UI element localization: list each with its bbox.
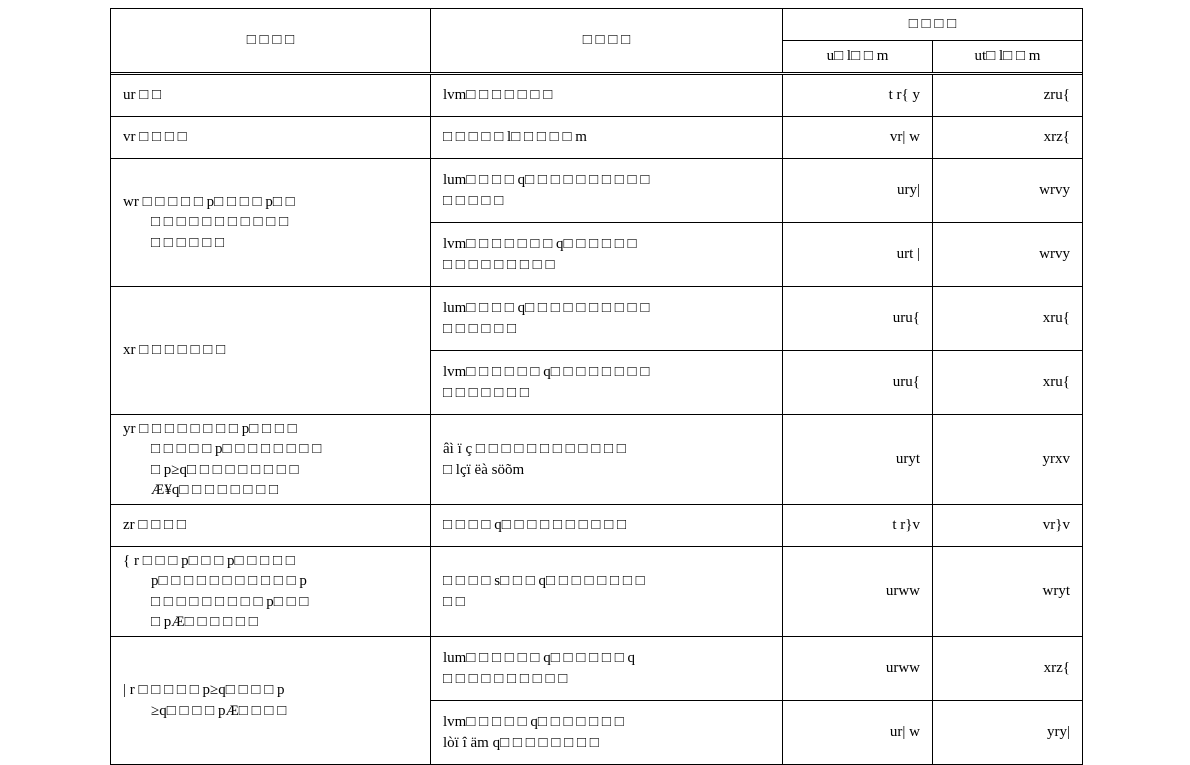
cell-value-2: zru{ [933, 75, 1083, 117]
cell-description: lvm□ □ □ □ □ □ □ [431, 75, 783, 117]
header-col-4: ut□ l□ □ m [933, 41, 1083, 73]
cell-category: zr □ □ □ □ [111, 505, 431, 547]
cell-value-2: wryt [933, 547, 1083, 637]
cell-value-2: vr}v [933, 505, 1083, 547]
cell-category: { r □ □ □ p□ □ □ p□ □ □ □ □p□ □ □ □ □ □ … [111, 547, 431, 637]
header-col-1: □ □ □ □ [111, 9, 431, 73]
cell-value-2: yry| [933, 701, 1083, 765]
cell-description: lvm□ □ □ □ □ q□ □ □ □ □ □ □lòï î äm q□ □… [431, 701, 783, 765]
cell-category: xr □ □ □ □ □ □ □ [111, 287, 431, 415]
cell-value-2: wrvy [933, 223, 1083, 287]
cell-description: lum□ □ □ □ □ □ q□ □ □ □ □ □ q□ □ □ □ □ □… [431, 637, 783, 701]
table-row: zr □ □ □ □□ □ □ □ q□ □ □ □ □ □ □ □ □ □t … [111, 505, 1083, 547]
header-col-2: □ □ □ □ [431, 9, 783, 73]
cell-value-2: xrz{ [933, 637, 1083, 701]
cell-category: wr □ □ □ □ □ p□ □ □ □ p□ □□ □ □ □ □ □ □ … [111, 159, 431, 287]
cell-value-2: yrxv [933, 415, 1083, 505]
cell-value-1: uru{ [783, 351, 933, 415]
cell-category: yr □ □ □ □ □ □ □ □ p□ □ □ □□ □ □ □ □ p□ … [111, 415, 431, 505]
cell-value-1: urww [783, 547, 933, 637]
table-row: wr □ □ □ □ □ p□ □ □ □ p□ □□ □ □ □ □ □ □ … [111, 159, 1083, 223]
cell-value-2: xru{ [933, 287, 1083, 351]
cell-value-2: xru{ [933, 351, 1083, 415]
cell-value-1: vr| w [783, 117, 933, 159]
cell-value-1: ury| [783, 159, 933, 223]
table-body: ur □ □lvm□ □ □ □ □ □ □t r{ yzru{vr □ □ □… [111, 75, 1083, 765]
cell-description: □ □ □ □ □ l□ □ □ □ □ m [431, 117, 783, 159]
table-row: yr □ □ □ □ □ □ □ □ p□ □ □ □□ □ □ □ □ p□ … [111, 415, 1083, 505]
cell-value-2: wrvy [933, 159, 1083, 223]
header-col-3: u□ l□ □ m [783, 41, 933, 73]
cell-description: âì ï ç □ □ □ □ □ □ □ □ □ □ □ □□ lçï ëà s… [431, 415, 783, 505]
cell-value-1: t r}v [783, 505, 933, 547]
cell-description: lum□ □ □ □ q□ □ □ □ □ □ □ □ □ □□ □ □ □ □ [431, 159, 783, 223]
table-row: xr □ □ □ □ □ □ □lum□ □ □ □ q□ □ □ □ □ □ … [111, 287, 1083, 351]
cell-value-1: ur| w [783, 701, 933, 765]
cell-description: □ □ □ □ s□ □ □ q□ □ □ □ □ □ □ □□ □ [431, 547, 783, 637]
cell-category: | r □ □ □ □ □ p≥q□ □ □ □ p≥q□ □ □ □ pÆ□ … [111, 637, 431, 765]
cell-value-2: xrz{ [933, 117, 1083, 159]
cell-description: lvm□ □ □ □ □ □ q□ □ □ □ □ □ □ □□ □ □ □ □… [431, 351, 783, 415]
cell-description: lvm□ □ □ □ □ □ □ q□ □ □ □ □ □□ □ □ □ □ □… [431, 223, 783, 287]
cell-value-1: urt | [783, 223, 933, 287]
cell-value-1: uryt [783, 415, 933, 505]
cell-description: lum□ □ □ □ q□ □ □ □ □ □ □ □ □ □□ □ □ □ □… [431, 287, 783, 351]
cell-value-1: urww [783, 637, 933, 701]
table-row: { r □ □ □ p□ □ □ p□ □ □ □ □p□ □ □ □ □ □ … [111, 547, 1083, 637]
cell-category: ur □ □ [111, 75, 431, 117]
table-row: | r □ □ □ □ □ p≥q□ □ □ □ p≥q□ □ □ □ pÆ□ … [111, 637, 1083, 701]
data-table: □ □ □ □ □ □ □ □ □ □ □ □ u□ l□ □ m ut□ l□… [110, 8, 1083, 765]
table-header: □ □ □ □ □ □ □ □ □ □ □ □ u□ l□ □ m ut□ l□… [111, 9, 1083, 75]
cell-value-1: t r{ y [783, 75, 933, 117]
header-group-34: □ □ □ □ [783, 9, 1083, 41]
table-row: ur □ □lvm□ □ □ □ □ □ □t r{ yzru{ [111, 75, 1083, 117]
cell-category: vr □ □ □ □ [111, 117, 431, 159]
cell-description: □ □ □ □ q□ □ □ □ □ □ □ □ □ □ [431, 505, 783, 547]
table-row: vr □ □ □ □□ □ □ □ □ l□ □ □ □ □ mvr| wxrz… [111, 117, 1083, 159]
cell-value-1: uru{ [783, 287, 933, 351]
